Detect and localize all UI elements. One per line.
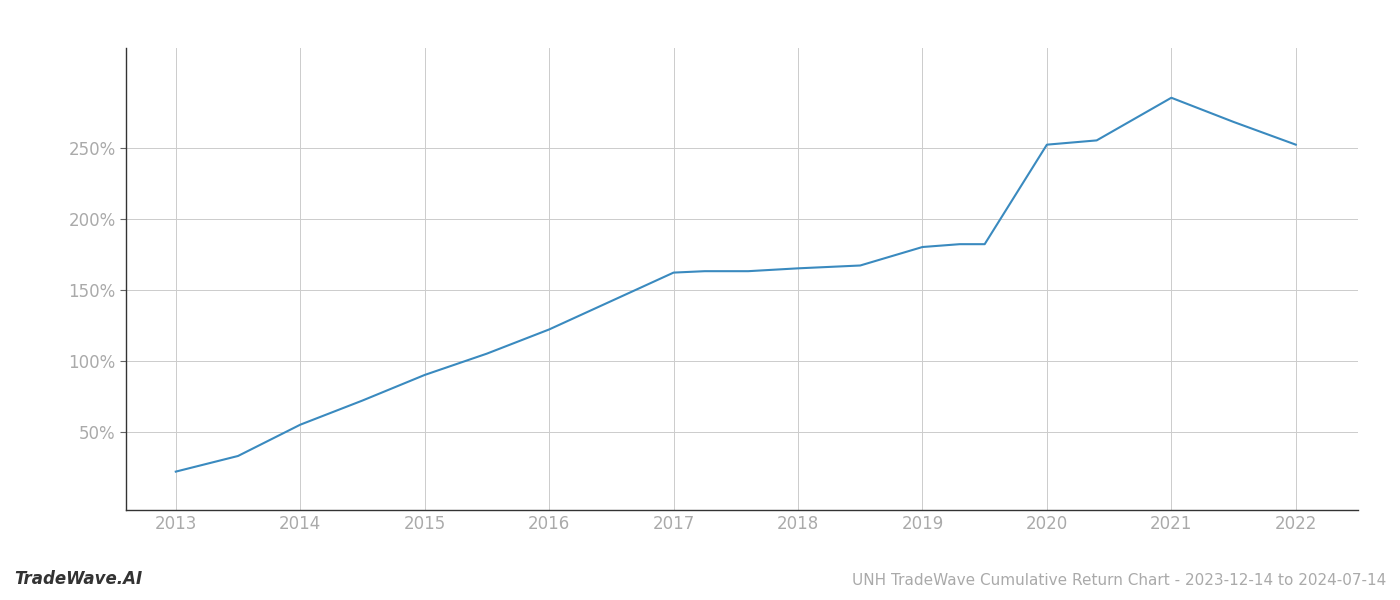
Text: TradeWave.AI: TradeWave.AI bbox=[14, 570, 143, 588]
Text: UNH TradeWave Cumulative Return Chart - 2023-12-14 to 2024-07-14: UNH TradeWave Cumulative Return Chart - … bbox=[851, 573, 1386, 588]
